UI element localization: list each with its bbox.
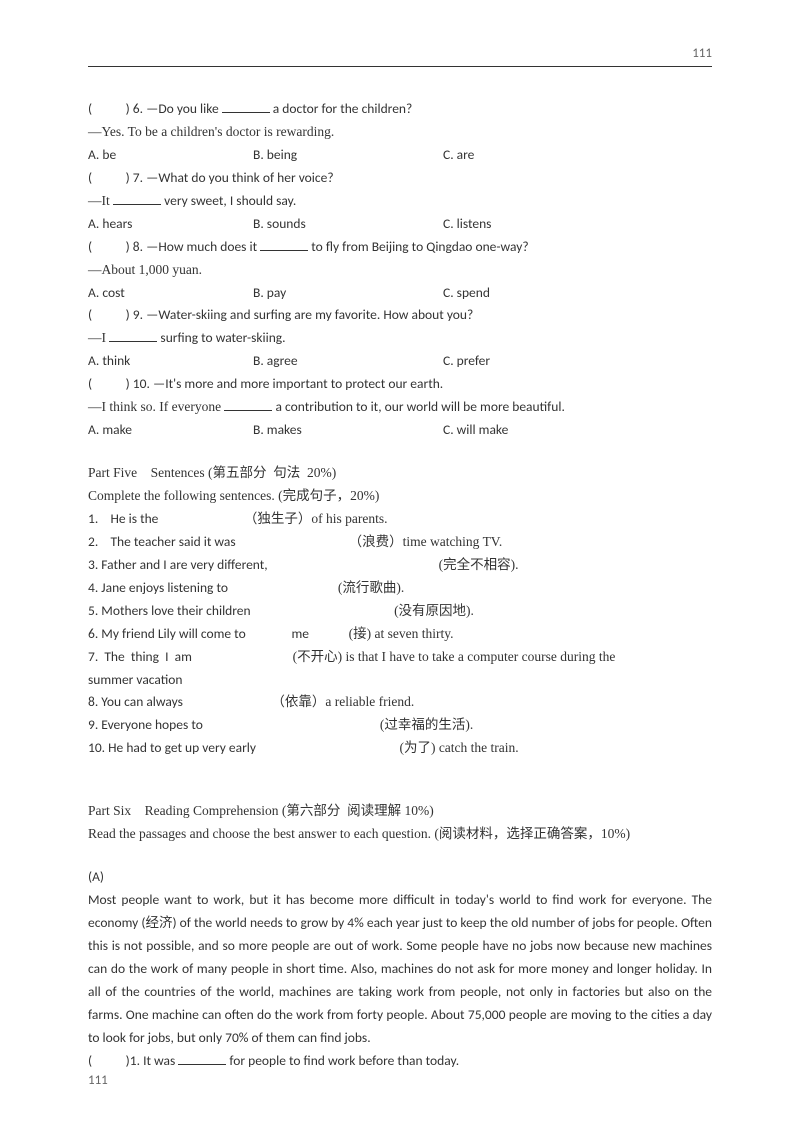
s7c: summer vacation bbox=[88, 669, 712, 692]
q9-prompt: ( ) 9. —Water-skiing and surfing are my … bbox=[88, 304, 712, 327]
q8-prompt: ( ) 8. —How much does it to fly from Bei… bbox=[88, 236, 712, 259]
s9a: 9. Everyone hopes to bbox=[88, 716, 380, 733]
s6a: 6. My friend Lily will come to me bbox=[88, 625, 349, 642]
q7-options: A. hears B. sounds C. listens bbox=[88, 213, 712, 236]
q7-text: —What do you think of her voice? bbox=[146, 169, 333, 186]
part6-title: Part Six Reading Comprehension (第六部分 阅读理… bbox=[88, 800, 712, 823]
blank bbox=[113, 193, 161, 205]
q7-opt-c: C. listens bbox=[443, 213, 491, 236]
passage-label: (A) bbox=[88, 866, 712, 889]
s8: 8. You can always （依靠）a reliable friend. bbox=[88, 691, 712, 714]
q7-paren: ( ) 7. bbox=[88, 169, 146, 186]
s2a: 2. The teacher said it was bbox=[88, 533, 349, 550]
q10-opt-c: C. will make bbox=[443, 419, 508, 442]
blank bbox=[222, 101, 270, 113]
blank bbox=[178, 1052, 226, 1064]
s9b: (过幸福的生活). bbox=[380, 717, 473, 732]
q6-opt-a: A. be bbox=[88, 144, 253, 167]
q9-opt-b: B. agree bbox=[253, 350, 443, 373]
blank bbox=[260, 238, 308, 250]
s3: 3. Father and I are very different, (完全不… bbox=[88, 554, 712, 577]
s2b: （浪费）time watching TV. bbox=[349, 534, 503, 549]
q8-opt-c: C. spend bbox=[443, 282, 490, 305]
s5: 5. Mothers love their children (没有原因地). bbox=[88, 600, 712, 623]
s10a: 10. He had to get up very early bbox=[88, 739, 399, 756]
s10: 10. He had to get up very early (为了) cat… bbox=[88, 737, 712, 760]
q9-reply-a: —I bbox=[88, 330, 109, 345]
q8-paren: ( ) 8. bbox=[88, 238, 146, 255]
p6q1-b: for people to find work before than toda… bbox=[226, 1052, 459, 1069]
q7-reply-b: very sweet, I should say. bbox=[161, 192, 296, 209]
q6-text-b: a doctor for the children? bbox=[270, 100, 413, 117]
q6-options: A. be B. being C. are bbox=[88, 144, 712, 167]
q10-opt-a: A. make bbox=[88, 419, 253, 442]
part5-title: Part Five Sentences (第五部分 句法 20%) bbox=[88, 462, 712, 485]
q7-reply: —It very sweet, I should say. bbox=[88, 190, 712, 213]
q10-reply-a: —I think so. If everyone bbox=[88, 399, 224, 414]
header-rule bbox=[88, 66, 712, 67]
s9: 9. Everyone hopes to (过幸福的生活). bbox=[88, 714, 712, 737]
q7-opt-a: A. hears bbox=[88, 213, 253, 236]
q10-text: —It's more and more important to protect… bbox=[153, 375, 443, 392]
s1a: 1. He is the bbox=[88, 510, 244, 527]
q9-opt-a: A. think bbox=[88, 350, 253, 373]
s7: 7. The thing I am (不开心) is that I have t… bbox=[88, 646, 712, 669]
s5a: 5. Mothers love their children bbox=[88, 602, 394, 619]
q7-reply-a: —It bbox=[88, 193, 113, 208]
s1: 1. He is the （独生子）of his parents. bbox=[88, 508, 712, 531]
page-number-top: 111 bbox=[692, 46, 712, 61]
q8-reply: —About 1,000 yuan. bbox=[88, 259, 712, 282]
s3a: 3. Father and I are very different, bbox=[88, 556, 439, 573]
s3b: (完全不相容). bbox=[439, 557, 519, 572]
part6-sub: Read the passages and choose the best an… bbox=[88, 823, 712, 846]
q9-options: A. think B. agree C. prefer bbox=[88, 350, 712, 373]
p6q1-a: It was bbox=[143, 1052, 178, 1069]
s8a: 8. You can always bbox=[88, 693, 271, 710]
blank bbox=[224, 399, 272, 411]
q9-opt-c: C. prefer bbox=[443, 350, 490, 373]
q10-reply-b: a contribution to it, our world will be … bbox=[272, 398, 564, 415]
s10b: (为了) catch the train. bbox=[399, 740, 518, 755]
q8-opt-a: A. cost bbox=[88, 282, 253, 305]
q10-prompt: ( ) 10. —It's more and more important to… bbox=[88, 373, 712, 396]
s6b: (接) at seven thirty. bbox=[349, 626, 454, 641]
s7b: (不开心) is that I have to take a computer … bbox=[293, 649, 616, 664]
q6-paren: ( ) 6. bbox=[88, 100, 146, 117]
q6-opt-c: C. are bbox=[443, 144, 474, 167]
q8-text-b: to fly from Beijing to Qingdao one-way? bbox=[308, 238, 528, 255]
s1b: （独生子）of his parents. bbox=[244, 511, 388, 526]
q8-options: A. cost B. pay C. spend bbox=[88, 282, 712, 305]
s4b: (流行歌曲). bbox=[338, 580, 404, 595]
q6-prompt: ( ) 6. —Do you like a doctor for the chi… bbox=[88, 98, 712, 121]
q9-paren: ( ) 9. bbox=[88, 306, 146, 323]
page-content: ( ) 6. —Do you like a doctor for the chi… bbox=[88, 98, 712, 1073]
part5-sub: Complete the following sentences. (完成句子，… bbox=[88, 485, 712, 508]
q9-reply: —I surfing to water-skiing. bbox=[88, 327, 712, 350]
q10-reply: —I think so. If everyone a contribution … bbox=[88, 396, 712, 419]
passage-a: Most people want to work, but it has bec… bbox=[88, 889, 712, 1050]
q9-text: —Water-skiing and surfing are my favorit… bbox=[146, 306, 473, 323]
q8-opt-b: B. pay bbox=[253, 282, 443, 305]
page-number-bottom: 111 bbox=[88, 1073, 108, 1088]
q10-opt-b: B. makes bbox=[253, 419, 443, 442]
q8-text-a: —How much does it bbox=[146, 238, 260, 255]
s4a: 4. Jane enjoys listening to bbox=[88, 579, 338, 596]
s4: 4. Jane enjoys listening to (流行歌曲). bbox=[88, 577, 712, 600]
q6-text-a: —Do you like bbox=[146, 100, 222, 117]
q7-opt-b: B. sounds bbox=[253, 213, 443, 236]
s8b: （依靠）a reliable friend. bbox=[271, 694, 414, 709]
q9-reply-b: surfing to water-skiing. bbox=[157, 329, 285, 346]
s6: 6. My friend Lily will come to me (接) at… bbox=[88, 623, 712, 646]
s5b: (没有原因地). bbox=[394, 603, 474, 618]
p6-q1: ( )1. It was for people to find work bef… bbox=[88, 1050, 712, 1073]
q10-paren: ( ) 10. bbox=[88, 375, 153, 392]
blank bbox=[109, 330, 157, 342]
q6-opt-b: B. being bbox=[253, 144, 443, 167]
q10-options: A. make B. makes C. will make bbox=[88, 419, 712, 442]
q7-prompt: ( ) 7. —What do you think of her voice? bbox=[88, 167, 712, 190]
p6q1-paren: ( )1. bbox=[88, 1052, 143, 1069]
s7a: 7. The thing I am bbox=[88, 648, 293, 665]
s2: 2. The teacher said it was （浪费）time watc… bbox=[88, 531, 712, 554]
q6-reply: —Yes. To be a children's doctor is rewar… bbox=[88, 121, 712, 144]
